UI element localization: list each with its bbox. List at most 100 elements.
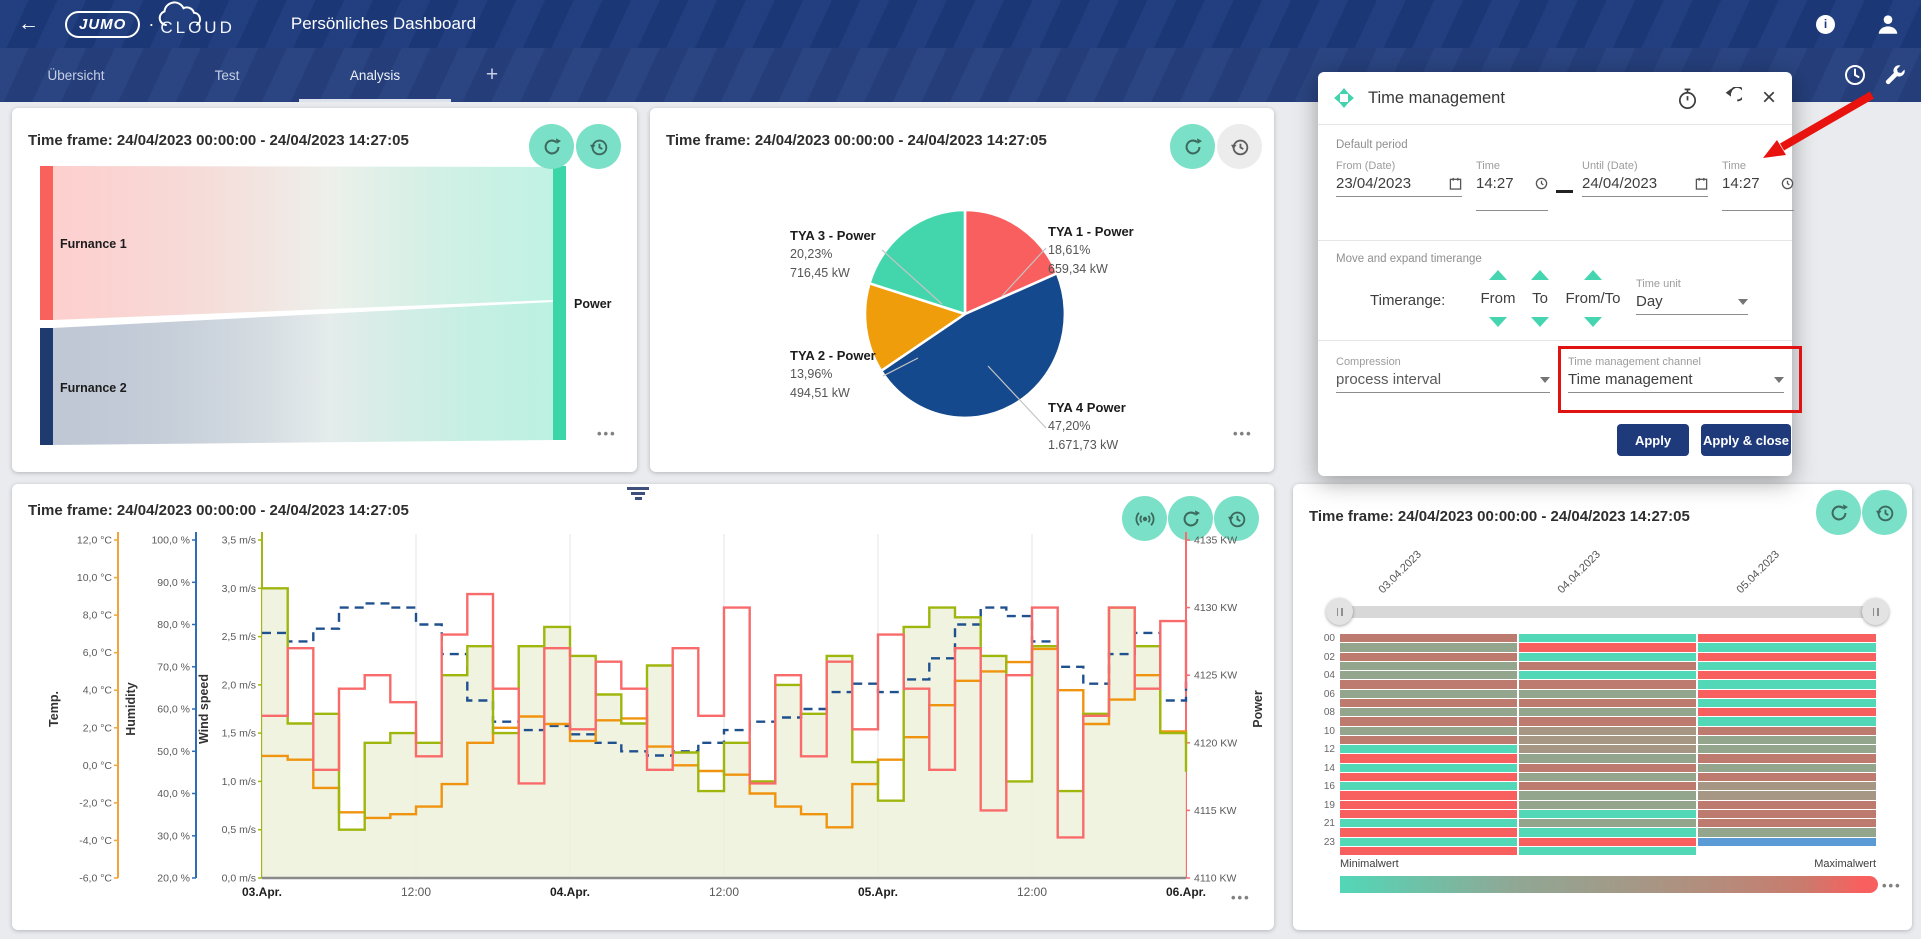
decrease-from-button[interactable] (1489, 317, 1507, 327)
line-chart: 12,0 °C 10,0 °C 8,0 °C 6,0 °C 4,0 °C 2,0 °C 0,… (47, 532, 1265, 899)
clock-icon[interactable] (1781, 177, 1794, 190)
stopwatch-icon[interactable] (1676, 87, 1699, 110)
slider-handle-left[interactable] (1326, 598, 1353, 625)
time-range-slider[interactable] (1340, 606, 1876, 618)
refresh-button[interactable] (529, 124, 574, 169)
heatmap-hour-label: 02 (1323, 651, 1335, 663)
drag-handle-icon[interactable] (626, 487, 650, 501)
increase-to-button[interactable] (1531, 270, 1549, 280)
slider-handle-right[interactable] (1862, 598, 1889, 625)
pie-label-tya2: TYA 2 - Power 13,96% 494,51 kW (790, 348, 876, 400)
tab-analysis[interactable]: Analysis (349, 67, 401, 83)
increase-from-button[interactable] (1489, 270, 1507, 280)
compression-select[interactable]: Compression process interval (1336, 356, 1550, 393)
heatmap-cell (1340, 726, 1517, 735)
time-unit-select[interactable]: Time unit Day (1636, 278, 1748, 315)
undo-icon[interactable] (1719, 86, 1742, 110)
heatmap-cell (1519, 680, 1696, 689)
until-date-field[interactable]: Until (Date) 24/04/2023 (1582, 160, 1708, 197)
decrease-to-button[interactable] (1531, 317, 1549, 327)
svg-text:4135 KW: 4135 KW (1194, 535, 1237, 547)
dialog-title: Time management (1368, 88, 1505, 107)
info-icon[interactable]: i (1816, 14, 1835, 34)
calendar-icon[interactable] (1695, 177, 1708, 190)
svg-text:12:00: 12:00 (709, 885, 739, 899)
svg-text:0,0 m/s: 0,0 m/s (222, 873, 256, 885)
heatmap-cell (1698, 671, 1876, 680)
page-title: Persönliches Dashboard (290, 14, 477, 33)
heatmap-cell (1698, 689, 1876, 698)
heatmap-cell (1519, 772, 1696, 782)
heatmap-cell (1340, 800, 1517, 809)
heatmap-cell (1698, 634, 1876, 643)
heatmap-cell (1698, 772, 1876, 782)
chevron-down-icon (1738, 298, 1748, 305)
sankey-chart: Furnance 1 Furnance 2 Power (40, 166, 612, 445)
heatmap-cell (1519, 735, 1696, 745)
wrench-icon[interactable] (1883, 63, 1907, 87)
heatmap-hour-label: 04 (1323, 670, 1335, 681)
decrease-fromto-button[interactable] (1584, 317, 1602, 327)
history-button[interactable] (576, 124, 621, 169)
close-icon[interactable]: × (1761, 84, 1776, 111)
move-icon[interactable] (1334, 88, 1354, 108)
heatmap-cell (1340, 634, 1517, 643)
pie-label-tya1: TYA 1 - Power 18,61% 659,34 kW (1048, 224, 1134, 276)
from-date-field[interactable]: From (Date) 23/04/2023 (1336, 160, 1462, 197)
svg-text:90,0 %: 90,0 % (157, 577, 190, 589)
history-button[interactable] (1862, 490, 1907, 535)
calendar-icon[interactable] (1449, 177, 1462, 190)
legend-min-label: Minimalwert (1340, 858, 1399, 870)
heatmap-cell (1698, 791, 1876, 800)
heatmap-card: Time frame: 24/04/2023 00:00:00 - 24/04/… (1293, 484, 1912, 930)
card-menu-button[interactable]: ••• (1882, 878, 1902, 893)
tab-uebersicht[interactable]: Übersicht (47, 67, 105, 83)
card-menu-button[interactable]: ••• (1231, 890, 1251, 905)
heatmap-hour-label: 12 (1323, 744, 1335, 755)
clock-icon[interactable] (1843, 63, 1867, 87)
card-menu-button[interactable]: ••• (597, 426, 617, 441)
account-icon[interactable] (1875, 11, 1901, 37)
svg-text:2,0 °C: 2,0 °C (83, 722, 113, 734)
heatmap-cell (1340, 708, 1517, 717)
heatmap-cell (1519, 791, 1696, 800)
heatmap-hour-label: 06 (1323, 688, 1335, 700)
refresh-button[interactable] (1168, 496, 1213, 541)
refresh-button[interactable] (1816, 490, 1861, 535)
increase-fromto-button[interactable] (1584, 270, 1602, 280)
back-button[interactable]: ← (18, 12, 39, 35)
refresh-button[interactable] (1170, 124, 1215, 169)
time-management-channel-select[interactable]: Time management channel Time management (1568, 356, 1784, 393)
history-button[interactable] (1214, 496, 1259, 541)
until-time-field[interactable]: Time 14:27 (1722, 160, 1794, 211)
heatmap-cell (1340, 791, 1517, 800)
svg-text:-6,0 °C: -6,0 °C (79, 873, 112, 885)
heatmap-cell (1519, 671, 1696, 680)
svg-text:10,0 °C: 10,0 °C (77, 572, 113, 584)
svg-text:1,5 m/s: 1,5 m/s (222, 728, 256, 740)
heatmap-cell (1340, 837, 1517, 846)
live-button[interactable] (1122, 496, 1167, 541)
card-menu-button[interactable]: ••• (1233, 426, 1253, 441)
svg-text:Humidity: Humidity (124, 682, 138, 736)
svg-text:2,5 m/s: 2,5 m/s (222, 631, 256, 643)
heatmap-cell (1519, 782, 1696, 791)
history-button[interactable] (1217, 124, 1262, 169)
svg-text:0,5 m/s: 0,5 m/s (222, 824, 256, 836)
heatmap-hour-label: 10 (1323, 725, 1335, 737)
heatmap-card-title: Time frame: 24/04/2023 00:00:00 - 24/04/… (1309, 508, 1690, 525)
svg-text:12:00: 12:00 (401, 885, 431, 899)
pie-label-tya4: TYA 4 Power 47,20% 1.671,73 kW (1048, 400, 1126, 452)
heatmap-hour-label: 19 (1323, 799, 1335, 811)
from-time-field[interactable]: Time 14:27 (1476, 160, 1548, 211)
apply-button[interactable]: Apply (1617, 424, 1689, 456)
tab-test[interactable]: Test (214, 67, 240, 83)
heatmap-cell (1519, 652, 1696, 661)
heatmap-cell (1698, 800, 1876, 809)
heatmap-cell (1340, 680, 1517, 689)
add-tab-button[interactable]: + (485, 63, 499, 86)
clock-icon[interactable] (1535, 177, 1548, 190)
apply-close-button[interactable]: Apply & close (1701, 424, 1791, 456)
heatmap-cell (1340, 717, 1517, 726)
svg-text:4115 KW: 4115 KW (1194, 805, 1236, 817)
